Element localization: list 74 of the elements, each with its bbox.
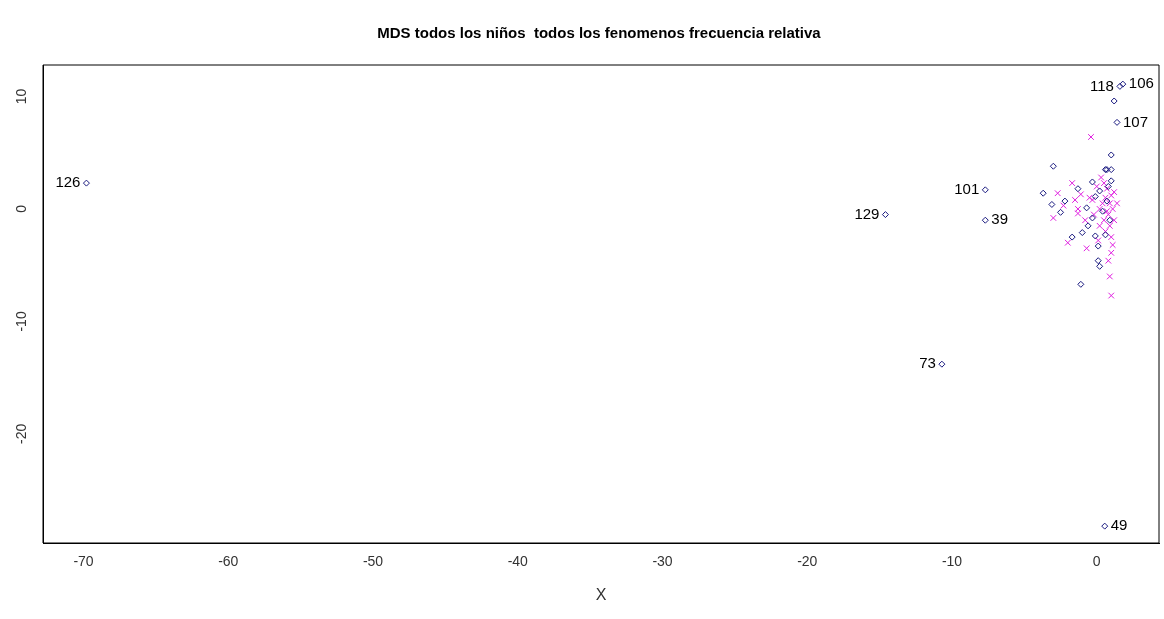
- point: [1071, 196, 1079, 204]
- point: [1068, 179, 1076, 187]
- x-axis-title: X: [595, 585, 607, 603]
- x-tick-label: -40: [507, 553, 529, 570]
- point: [1107, 292, 1115, 299]
- point: [1049, 162, 1057, 170]
- point: [1107, 177, 1115, 185]
- point: [1096, 222, 1103, 230]
- point: [1050, 214, 1057, 222]
- x-tick-label: -50: [362, 553, 384, 570]
- annotation: 101: [954, 179, 980, 197]
- point: [1048, 200, 1056, 208]
- point: [1084, 222, 1092, 230]
- point: [881, 211, 889, 219]
- point: [981, 186, 989, 194]
- annotation: 49: [1110, 516, 1128, 534]
- point: [1057, 208, 1065, 216]
- point: [1093, 183, 1101, 190]
- x-tick-label: -20: [797, 553, 818, 570]
- point: [1107, 151, 1115, 159]
- y-tick-label: 0: [12, 204, 29, 213]
- point: [981, 216, 989, 224]
- point: [1083, 245, 1090, 252]
- point: [1054, 189, 1062, 197]
- x-tick-label: -70: [73, 553, 94, 570]
- point: [1113, 118, 1121, 126]
- annotation: 39: [991, 210, 1008, 228]
- chart-title: MDS todos los niños todos los fenomenos frecuencia relativa: [377, 24, 822, 42]
- annotation: 118: [1090, 76, 1114, 94]
- y-tick-label: -10: [12, 311, 29, 332]
- point: [1106, 222, 1114, 230]
- point: [1077, 191, 1085, 198]
- y-tick-label: -20: [12, 423, 29, 445]
- point: [1105, 257, 1112, 265]
- x-tick-label: -30: [652, 553, 673, 570]
- point: [1094, 237, 1102, 244]
- x-tick-label: -60: [218, 553, 239, 570]
- point: [1039, 189, 1047, 197]
- point: [1094, 257, 1102, 265]
- annotation: 107: [1123, 112, 1149, 130]
- point: [1096, 187, 1104, 195]
- point: [1061, 197, 1069, 205]
- annotation: 106: [1128, 74, 1154, 92]
- point: [1106, 273, 1114, 280]
- point: [1091, 232, 1099, 240]
- point: [938, 360, 946, 368]
- point: [1101, 522, 1109, 530]
- point: [1090, 211, 1098, 218]
- point: [1106, 216, 1114, 224]
- point: [1107, 166, 1115, 174]
- point: [1078, 229, 1086, 237]
- point: [1096, 262, 1104, 270]
- point: [1083, 204, 1091, 212]
- annotation: 126: [55, 173, 81, 191]
- point: [1110, 216, 1118, 224]
- point: [1100, 216, 1108, 224]
- point: [1068, 233, 1076, 241]
- y-tick-label: 10: [12, 88, 29, 105]
- point: [1088, 214, 1096, 222]
- point: [1077, 280, 1085, 288]
- x-tick-label: 0: [1092, 553, 1101, 570]
- point: [1113, 200, 1121, 207]
- point: [1094, 242, 1102, 250]
- annotation: 73: [919, 354, 936, 372]
- point: [1081, 216, 1089, 224]
- point: [1110, 97, 1118, 105]
- point: [1064, 239, 1072, 247]
- point: [82, 179, 90, 187]
- x-tick-label: -10: [941, 553, 963, 570]
- point: [1103, 207, 1111, 215]
- point: [1101, 231, 1109, 239]
- point: [1088, 178, 1096, 186]
- point: [1074, 185, 1082, 193]
- annotation: 129: [854, 204, 880, 222]
